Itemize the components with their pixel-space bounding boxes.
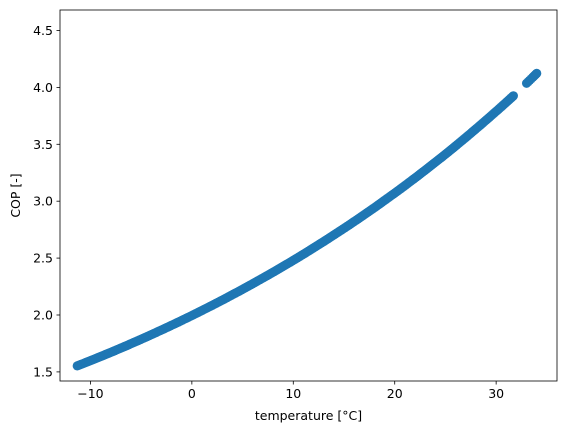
y-tick-label: 2.0 [33,307,53,322]
y-tick-label: 2.5 [33,251,53,266]
plot-frame [59,9,558,382]
x-tick-label: 10 [285,386,301,401]
x-axis-ticks: −10 0 10 20 30 [77,381,504,401]
x-tick-label: 0 [188,386,196,401]
y-tick-label: 3.0 [33,194,53,209]
data-point [508,91,518,101]
x-tick-label: −10 [77,386,103,401]
y-tick-label: 4.5 [33,23,53,38]
x-axis-label: temperature [°C] [255,408,362,423]
data-points [72,68,542,371]
x-tick-label: 20 [387,386,403,401]
y-tick-label: 4.0 [33,80,53,95]
y-tick-label: 1.5 [33,364,53,379]
data-point [532,68,542,78]
y-axis-ticks: 1.5 2.0 2.5 3.0 3.5 4.0 4.5 [33,23,60,379]
y-tick-label: 3.5 [33,137,53,152]
x-tick-label: 30 [488,386,504,401]
y-axis-label: COP [-] [8,173,23,217]
